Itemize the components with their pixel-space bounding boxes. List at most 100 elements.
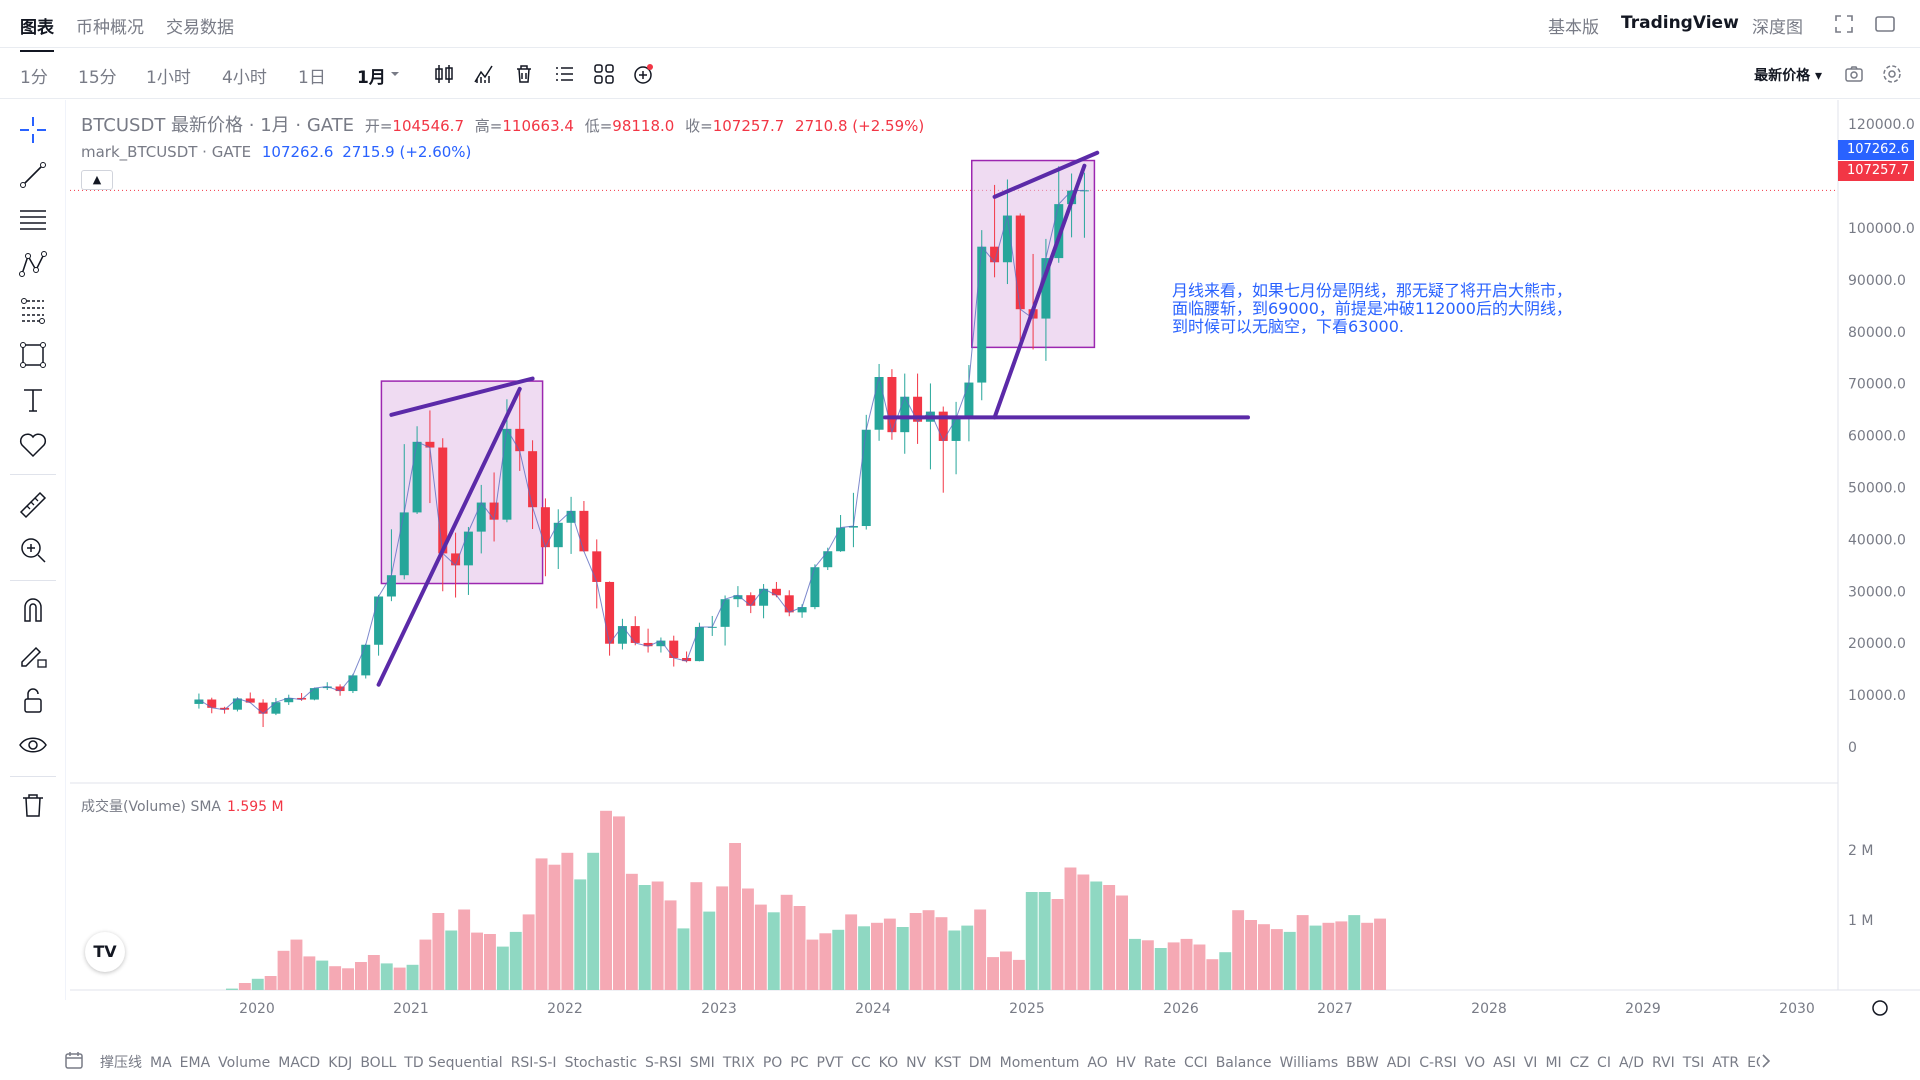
- indicator-item[interactable]: PVT: [816, 1055, 844, 1071]
- indicator-item[interactable]: 撑压线: [100, 1055, 142, 1071]
- zoom-in-icon[interactable]: [18, 535, 48, 565]
- price-axis-label: 100000.0: [1848, 221, 1915, 237]
- indicator-item[interactable]: ASI: [1493, 1055, 1516, 1071]
- tab-coin-overview[interactable]: 币种概况: [76, 18, 144, 38]
- interval-1h[interactable]: 1小时: [146, 68, 191, 88]
- indicator-item[interactable]: Balance: [1215, 1055, 1272, 1071]
- indicator-item[interactable]: CC: [851, 1055, 871, 1071]
- indicator-item[interactable]: S-RSI: [645, 1055, 682, 1071]
- indicator-item[interactable]: TD Sequential: [404, 1055, 503, 1071]
- indicator-item[interactable]: NV: [906, 1055, 927, 1071]
- indicator-item[interactable]: HV: [1115, 1055, 1136, 1071]
- tab-chart[interactable]: 图表: [20, 13, 54, 52]
- delete-drawings-icon[interactable]: [18, 790, 48, 820]
- trash-icon[interactable]: [512, 62, 536, 86]
- indicator-item[interactable]: CI: [1597, 1055, 1611, 1071]
- indicator-item[interactable]: Momentum: [999, 1055, 1080, 1071]
- window-icon[interactable]: [1874, 14, 1896, 34]
- collapse-legend-button[interactable]: ▲: [81, 170, 113, 190]
- heart-icon[interactable]: [18, 430, 48, 460]
- tab-trading-data[interactable]: 交易数据: [166, 18, 234, 38]
- interval-15m[interactable]: 15分: [78, 68, 117, 88]
- rectangle-icon[interactable]: [18, 340, 48, 370]
- indicator-item[interactable]: EOM: [1747, 1055, 1760, 1071]
- indicator-item[interactable]: BBW: [1346, 1055, 1379, 1071]
- layout-grid-icon[interactable]: [592, 62, 616, 86]
- horizontal-lines-icon[interactable]: [18, 205, 48, 235]
- indicator-item[interactable]: EMA: [179, 1055, 211, 1071]
- indicator-item[interactable]: RSI-S-I: [510, 1055, 557, 1071]
- depth-chart-button[interactable]: 深度图: [1752, 18, 1803, 38]
- indicator-item[interactable]: KST: [934, 1055, 961, 1071]
- pencil-lock-icon[interactable]: [18, 640, 48, 670]
- interval-1d[interactable]: 1日: [298, 68, 326, 88]
- indicator-item[interactable]: KO: [878, 1055, 899, 1071]
- volume-bar: [329, 966, 342, 990]
- calendar-icon[interactable]: [64, 1050, 84, 1070]
- tradingview-button[interactable]: TradingView: [1621, 13, 1739, 33]
- candle-type-icon[interactable]: [432, 62, 456, 86]
- chevron-right-icon[interactable]: [1760, 1053, 1772, 1069]
- price-type-select[interactable]: 最新价格 ▾: [1754, 68, 1822, 84]
- text-tool-icon[interactable]: [18, 385, 48, 415]
- volume-bar: [780, 894, 793, 990]
- interval-4h[interactable]: 4小时: [222, 68, 267, 88]
- indicator-item[interactable]: MI: [1545, 1055, 1562, 1071]
- interval-1mo[interactable]: 1月: [357, 68, 386, 88]
- indicator-item[interactable]: ATR: [1712, 1055, 1740, 1071]
- indicator-item[interactable]: CZ: [1569, 1055, 1590, 1071]
- candle-body: [617, 626, 627, 644]
- indicator-item[interactable]: MA: [150, 1055, 172, 1071]
- indicator-item[interactable]: PC: [790, 1055, 809, 1071]
- price-chart[interactable]: 120000.0 100000.0 90000.0 80000.0 70000.0 600…: [0, 0, 1920, 1040]
- indicator-item[interactable]: Williams: [1279, 1055, 1339, 1071]
- pattern-icon[interactable]: [18, 250, 48, 280]
- indicator-item[interactable]: VO: [1464, 1055, 1486, 1071]
- indicator-item[interactable]: VI: [1523, 1055, 1538, 1071]
- add-alert-icon[interactable]: [632, 62, 656, 86]
- indicator-item[interactable]: PO: [762, 1055, 783, 1071]
- camera-icon[interactable]: [1842, 62, 1866, 86]
- trend-line-icon[interactable]: [18, 160, 48, 190]
- indicator-item[interactable]: A/D: [1618, 1055, 1645, 1071]
- indicator-item[interactable]: MACD: [278, 1055, 321, 1071]
- indicator-item[interactable]: BOLL: [360, 1055, 397, 1071]
- indicator-item[interactable]: SMI: [689, 1055, 715, 1071]
- indicator-item[interactable]: AO: [1087, 1055, 1108, 1071]
- list-icon[interactable]: [552, 62, 576, 86]
- indicator-item[interactable]: ADI: [1386, 1055, 1412, 1071]
- indicator-item[interactable]: KDJ: [328, 1055, 353, 1071]
- fullscreen-icon[interactable]: [1834, 14, 1854, 34]
- chart-annotation[interactable]: 月线来看，如果七月份是阴线，那无疑了将开启大熊市， 面临腰斩，到69000，前提…: [1172, 282, 1632, 336]
- candle-body: [643, 642, 653, 647]
- candle-body: [297, 697, 307, 700]
- basic-version-button[interactable]: 基本版: [1548, 18, 1599, 38]
- indicator-item[interactable]: CCI: [1184, 1055, 1208, 1071]
- candle-body: [656, 640, 666, 647]
- indicator-item[interactable]: C-RSI: [1419, 1055, 1457, 1071]
- price-axis-label: 70000.0: [1848, 377, 1906, 393]
- indicator-item[interactable]: TSI: [1682, 1055, 1705, 1071]
- ruler-icon[interactable]: [18, 490, 48, 520]
- volume-series: [226, 810, 1386, 990]
- indicator-item[interactable]: Stochastic: [564, 1055, 638, 1071]
- price-axis-label: 20000.0: [1848, 636, 1906, 652]
- indicator-item[interactable]: Rate: [1143, 1055, 1176, 1071]
- interval-1m[interactable]: 1分: [20, 68, 48, 88]
- trend-line: [389, 376, 535, 417]
- tradingview-logo[interactable]: TV: [85, 932, 125, 972]
- indicator-item[interactable]: TRIX: [722, 1055, 755, 1071]
- settings-gear-icon[interactable]: [1880, 62, 1904, 86]
- indicator-item[interactable]: Volume: [218, 1055, 271, 1071]
- unlock-icon[interactable]: [18, 685, 48, 715]
- fib-retracement-icon[interactable]: [18, 295, 48, 325]
- crosshair-icon[interactable]: [18, 115, 48, 145]
- magnet-icon[interactable]: [18, 595, 48, 625]
- indicators-icon[interactable]: [472, 62, 496, 86]
- axis-settings-icon[interactable]: [1872, 1000, 1888, 1016]
- candle-body: [476, 502, 486, 532]
- indicator-item[interactable]: DM: [968, 1055, 992, 1071]
- indicator-item[interactable]: RVI: [1652, 1055, 1675, 1071]
- eye-icon[interactable]: [18, 730, 48, 760]
- chevron-down-icon[interactable]: [390, 69, 414, 93]
